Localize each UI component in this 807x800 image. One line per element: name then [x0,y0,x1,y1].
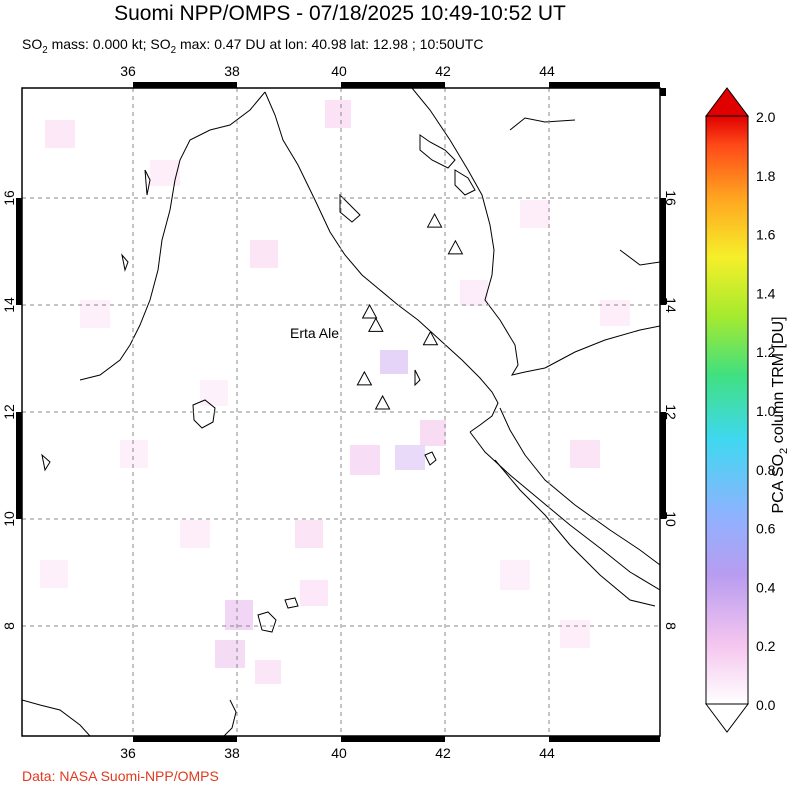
data-credit: Data: NASA Suomi-NPP/OMPS [22,768,219,784]
lon-tick-labels: 36 38 40 42 44 36 38 40 42 44 [120,63,555,761]
lon-top-tick: 38 [224,63,240,79]
lat-right-tick: 14 [663,297,679,313]
map-subtitle: SO2 mass: 0.000 kt; SO2 max: 0.47 DU at … [22,36,484,56]
colorbar-tick: 1.2 [756,344,776,360]
volcano-marker [361,303,378,319]
colorbar-tick: 0.2 [756,638,776,654]
colorbar [705,87,749,733]
colorbar-tick: 1.6 [756,227,776,243]
colorbar-max-arrow [705,87,749,117]
lat-left-tick: 10 [1,511,17,527]
lat-right-tick: 12 [663,404,679,420]
lon-bottom-tick: 40 [331,745,347,761]
colorbar-tick: 0.6 [756,521,776,537]
lon-bottom-tick: 42 [435,745,451,761]
colorbar-tick: 0.8 [756,462,776,478]
lon-top-tick: 36 [120,63,136,79]
colorbar-tick: 1.4 [756,285,776,301]
lat-left-tick: 16 [1,190,17,206]
lat-right-tick: 16 [663,190,679,206]
lat-tick-labels: 16 14 12 10 8 16 14 12 10 8 [1,190,679,630]
volcano-marker [426,213,443,228]
volcano-marker [356,370,373,386]
volcano-marker [368,317,384,332]
lat-left-tick: 14 [1,297,17,313]
graticule [22,88,660,736]
lat-right-tick: 10 [663,511,679,527]
colorbar-label: PCA SO2 column TRM [DU] [769,316,791,514]
lat-right-tick: 8 [663,622,679,630]
lat-left-tick: 8 [1,622,17,630]
colorbar-tick: 2.0 [756,109,776,125]
colorbar-tick: 1.0 [756,403,776,419]
lon-top-tick: 44 [539,63,555,79]
volcano-label-erta-ale: Erta Ale [290,325,339,341]
lon-bottom-tick: 38 [224,745,240,761]
colorbar-tick: 0.0 [756,697,776,713]
volcano-marker [447,239,464,255]
volcano-markers [356,213,464,410]
colorbar-tick: 1.8 [756,168,776,184]
lon-bottom-tick: 44 [539,745,555,761]
volcano-marker [374,394,391,410]
lat-left-tick: 12 [1,404,17,420]
volcano-marker [422,330,439,346]
colorbar-tick-labels: 2.0 1.8 1.6 1.4 1.2 1.0 0.8 0.6 0.4 0.2 0.0 [756,109,776,713]
colorbar-gradient [705,115,749,705]
lon-bottom-tick: 36 [120,745,136,761]
colorbar-tick: 0.4 [756,579,776,595]
map-frame-ticks [16,82,666,742]
lon-top-tick: 40 [331,63,347,79]
colorbar-min-arrow [705,703,749,733]
so2-pixel-layer [40,100,630,684]
lon-top-tick: 42 [435,63,451,79]
map-title: Suomi NPP/OMPS - 07/18/2025 10:49-10:52 … [114,2,566,25]
